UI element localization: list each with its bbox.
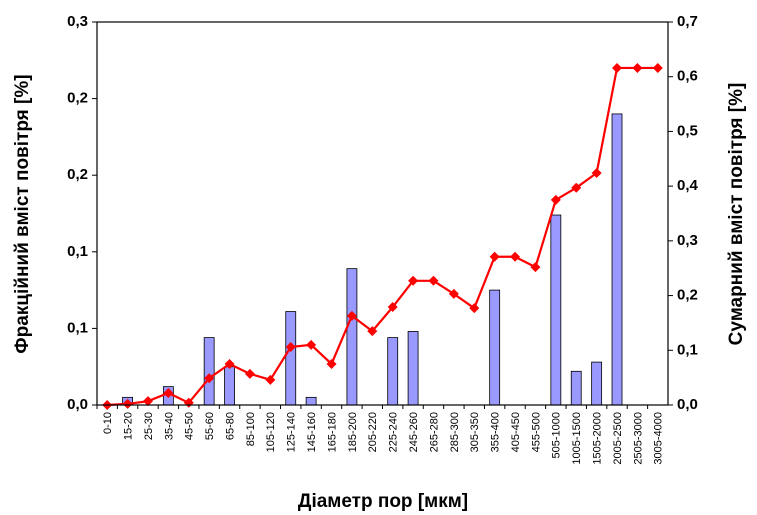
line [107, 68, 658, 405]
bar [551, 215, 561, 405]
bar [388, 338, 398, 405]
x-tick-label: 245-260 [408, 412, 420, 452]
y2-tick-label: 0,3 [677, 232, 698, 249]
x-tick-label: 65-80 [224, 412, 236, 440]
bar [225, 367, 235, 405]
x-tick-label: 145-160 [306, 412, 318, 452]
y-axis-title: Фракційний вміст повітря [%] [12, 74, 33, 353]
x-tick-label: 35-40 [163, 412, 175, 440]
line-marker [265, 375, 275, 385]
x-tick-label: 225-240 [388, 412, 400, 452]
x-tick-label: 1505-2000 [592, 412, 604, 465]
y-tick-label: 0,0 [67, 396, 88, 413]
line-marker [612, 63, 622, 73]
bar [571, 371, 581, 405]
bar [490, 290, 500, 405]
y-tick-label: 0,3 [67, 13, 88, 30]
x-tick-label: 165-180 [326, 412, 338, 452]
y2-tick-label: 0,2 [677, 287, 698, 304]
y-tick-label: 0,2 [67, 166, 88, 183]
line-marker [632, 63, 642, 73]
bar [347, 269, 357, 405]
x-tick-label: 2505-3000 [632, 412, 644, 465]
y2-tick-label: 0,7 [677, 13, 698, 30]
x-tick-label: 0-10 [102, 412, 114, 434]
x-tick-label: 505-1000 [551, 412, 563, 459]
y2-tick-label: 0,4 [677, 177, 699, 194]
x-axis-title: Діаметр пор [мкм] [298, 491, 468, 512]
line-marker [653, 63, 663, 73]
line-marker [245, 369, 255, 379]
x-tick-label: 455-500 [530, 412, 542, 452]
bar [306, 397, 316, 405]
x-tick-label: 45-50 [184, 412, 196, 440]
x-tick-label: 3005-4000 [653, 412, 665, 465]
line-marker [530, 262, 540, 272]
chart: Фракційний вміст повітря [%] Сумарний вм… [0, 0, 757, 515]
y2-tick-label: 0,1 [677, 341, 698, 358]
x-tick-label: 305-350 [469, 412, 481, 452]
x-tick-label: 405-450 [510, 412, 522, 452]
x-tick-label: 55-60 [204, 412, 216, 440]
bar [592, 362, 602, 405]
x-tick-label: 125-140 [286, 412, 298, 452]
x-tick-label: 355-400 [490, 412, 502, 452]
x-tick-label: 85-100 [245, 412, 257, 446]
y2-tick-label: 0,0 [677, 396, 698, 413]
x-tick-label: 1005-1500 [571, 412, 583, 465]
y2-tick-label: 0,5 [677, 122, 698, 139]
bar [204, 338, 214, 405]
y2-tick-label: 0,6 [677, 68, 698, 85]
x-tick-label: 15-20 [122, 412, 134, 440]
x-tick-label: 25-30 [143, 412, 155, 440]
bar [286, 312, 296, 405]
bar [612, 114, 622, 405]
x-tick-label: 205-220 [367, 412, 379, 452]
x-tick-label: 105-120 [265, 412, 277, 452]
y2-axis-title: Сумарний вміст повітря [%] [726, 83, 747, 346]
x-tick-label: 285-300 [449, 412, 461, 452]
x-tick-label: 265-280 [428, 412, 440, 452]
plot-frame [97, 22, 668, 405]
line-marker [551, 195, 561, 205]
y-tick-label: 0,2 [67, 90, 88, 107]
bar [408, 331, 418, 405]
x-tick-label: 185-200 [347, 412, 359, 452]
line-marker [490, 252, 500, 262]
line-marker [510, 252, 520, 262]
x-tick-label: 2005-2500 [612, 412, 624, 465]
y-tick-label: 0,1 [67, 319, 88, 336]
y-tick-label: 0,1 [67, 243, 88, 260]
